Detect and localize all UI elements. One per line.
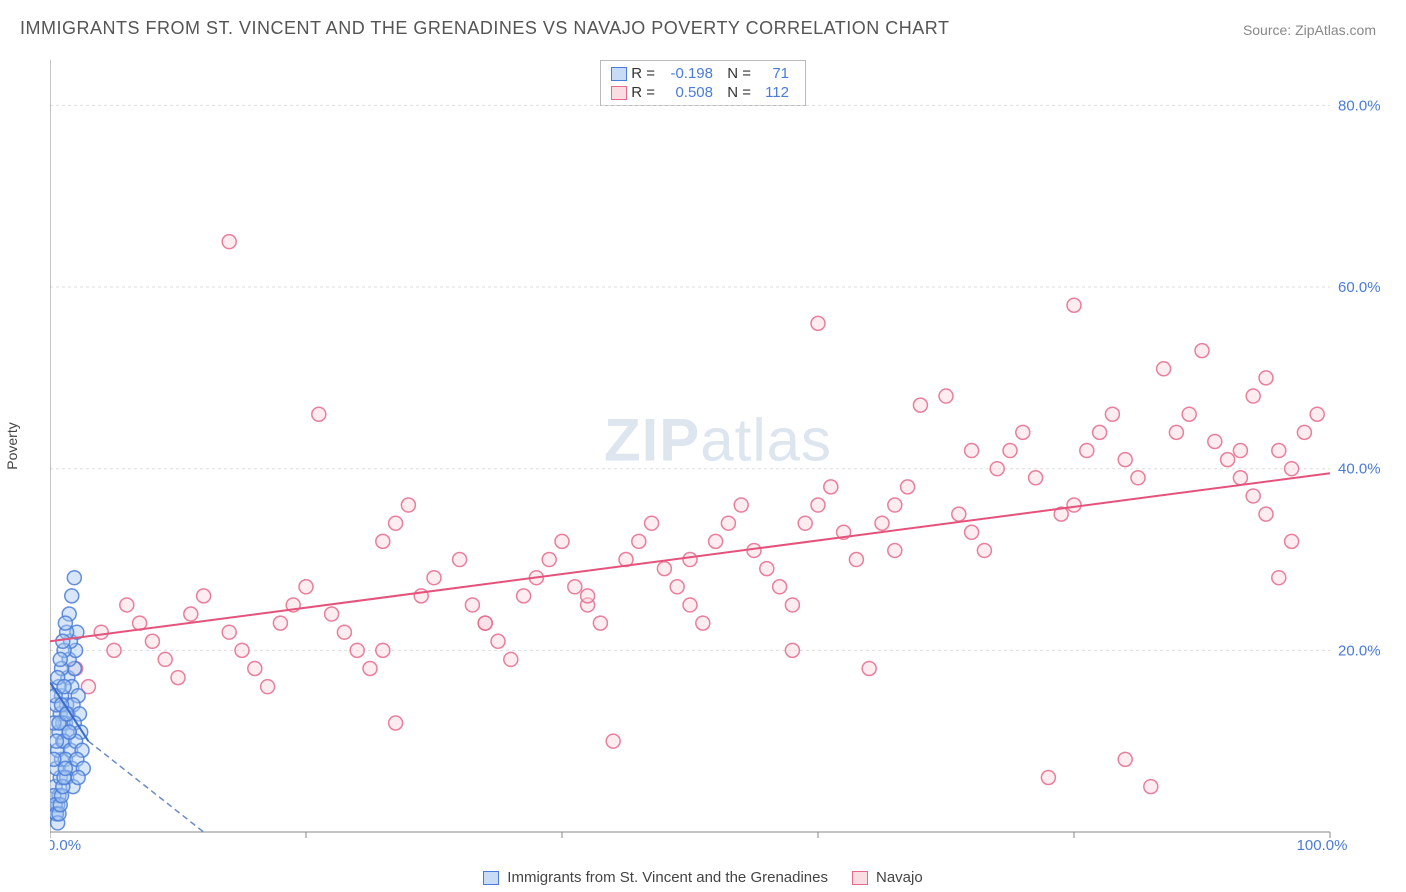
svg-text:0.0%: 0.0% xyxy=(50,837,81,852)
svg-text:20.0%: 20.0% xyxy=(1338,642,1381,659)
legend-item-pink: Navajo xyxy=(852,869,923,886)
legend-swatch-pink xyxy=(852,871,868,885)
legend-item-blue: Immigrants from St. Vincent and the Gren… xyxy=(483,869,828,886)
legend-label-blue: Immigrants from St. Vincent and the Gren… xyxy=(507,869,828,886)
svg-text:80.0%: 80.0% xyxy=(1338,97,1381,114)
y-axis-label: Poverty xyxy=(4,422,20,469)
legend-swatch-blue xyxy=(483,871,499,885)
chart-title: IMMIGRANTS FROM ST. VINCENT AND THE GREN… xyxy=(20,18,949,39)
legend-label-pink: Navajo xyxy=(876,869,923,886)
svg-text:100.0%: 100.0% xyxy=(1297,837,1348,852)
bottom-legend: Immigrants from St. Vincent and the Gren… xyxy=(0,869,1406,886)
chart-container: 20.0%40.0%60.0%80.0%0.0%100.0% ZIPatlas xyxy=(50,60,1386,852)
svg-text:60.0%: 60.0% xyxy=(1338,279,1381,296)
source-attribution: Source: ZipAtlas.com xyxy=(1243,22,1376,38)
scatter-plot: 20.0% 40.0% 60.0% 80.0% 0.0% 100.0% xyxy=(50,60,1386,852)
svg-text:40.0%: 40.0% xyxy=(1338,461,1381,478)
